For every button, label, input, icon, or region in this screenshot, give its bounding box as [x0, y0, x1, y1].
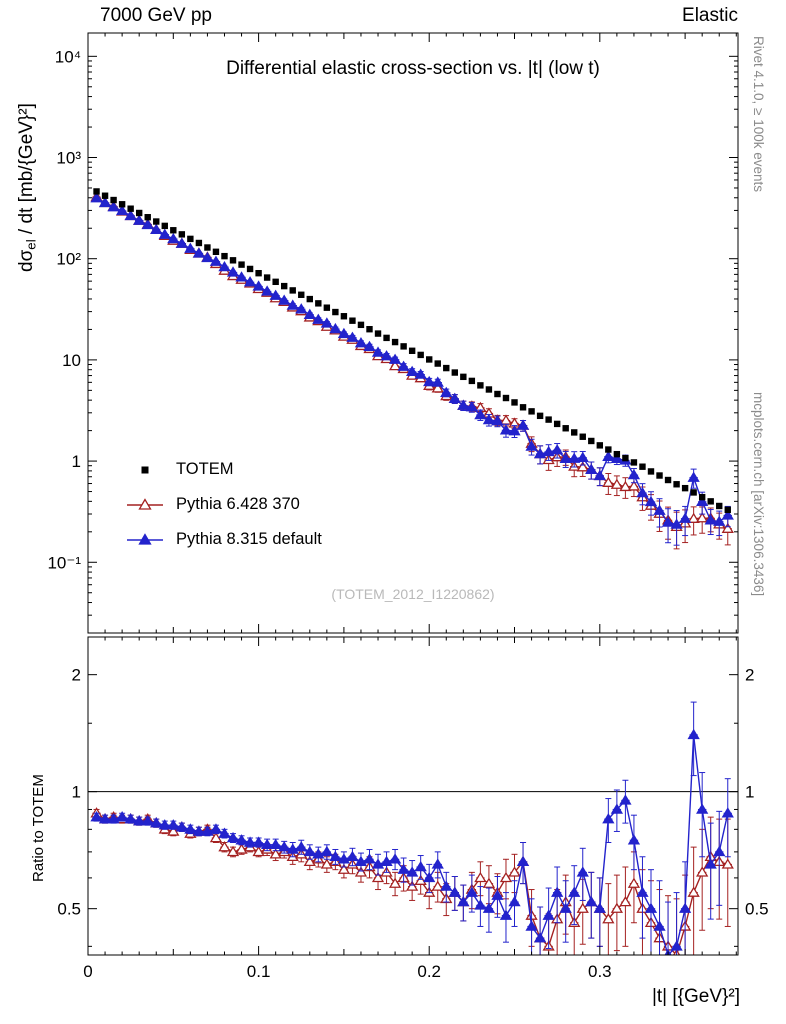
legend-label-pythia6: Pythia 6.428 370	[176, 495, 300, 513]
y-axis-label-pre: dσ	[16, 249, 37, 272]
svg-text:10²: 10²	[56, 250, 81, 269]
rivet-version-caption: Rivet 4.1.0, ≥ 100k events	[751, 36, 766, 192]
pythia-6-428-370-legend-glyph	[127, 497, 163, 510]
legend-item-pythia8: Pythia 8.315 default	[124, 522, 322, 557]
main-panel-axes: 10⁻¹ 1 10 10² 10³ 10⁴	[47, 32, 739, 634]
svg-text:0.3: 0.3	[588, 962, 612, 981]
mcplots-arxiv-caption: mcplots.cern.ch [arXiv:1306.3436]	[751, 392, 766, 597]
svg-text:10⁴: 10⁴	[55, 47, 81, 66]
pythia8-series-ratio	[90, 701, 734, 955]
svg-text:0.2: 0.2	[417, 962, 441, 981]
svg-text:0.5: 0.5	[745, 900, 769, 919]
totem-series-main	[93, 188, 731, 514]
y-axis-label-bottom: Ratio to TOTEM	[30, 774, 47, 882]
legend-item-totem: TOTEM	[124, 452, 322, 487]
svg-text:1: 1	[745, 783, 754, 802]
totem-legend-glyph	[141, 466, 149, 473]
analysis-id-watermark: (TOTEM_2012_I1220862)	[331, 586, 495, 602]
svg-text:10: 10	[62, 351, 81, 370]
pythia-8-315-default-legend-glyph	[127, 532, 163, 545]
svg-text:1: 1	[72, 783, 81, 802]
totem-marker-sample-icon	[124, 461, 166, 479]
legend-label-totem: TOTEM	[176, 460, 234, 478]
y-axis-label-sub: el	[23, 239, 39, 250]
legend: TOTEM Pythia 6.428 370 Pythia 8.315 defa…	[124, 452, 322, 557]
pythia6-marker-sample-icon	[124, 496, 166, 514]
svg-text:2: 2	[745, 666, 754, 685]
process-label: Elastic	[682, 5, 738, 26]
y-axis-label-post: / dt [mb/{GeV}²]	[16, 103, 37, 240]
svg-text:10³: 10³	[56, 149, 81, 168]
svg-text:2: 2	[72, 666, 81, 685]
x-axis-label: |t| [{GeV}²]	[651, 986, 740, 1007]
svg-text:0.5: 0.5	[57, 900, 81, 919]
ratio-panel-axes: 0 0.1 0.2 0.3 0.5 0.5 1 1 2 2	[57, 636, 769, 981]
legend-item-pythia6: Pythia 6.428 370	[124, 487, 322, 522]
beam-label: 7000 GeV pp	[100, 5, 212, 26]
svg-text:0: 0	[83, 962, 92, 981]
pythia8-marker-sample-icon	[124, 531, 166, 549]
svg-text:0.1: 0.1	[247, 962, 271, 981]
y-axis-label-top: dσel / dt [mb/{GeV}²]	[16, 103, 38, 272]
legend-label-pythia8: Pythia 8.315 default	[176, 530, 322, 548]
plot-title: Differential elastic cross-section vs. |…	[226, 58, 600, 79]
svg-text:1: 1	[72, 452, 81, 471]
svg-text:10⁻¹: 10⁻¹	[47, 553, 81, 572]
